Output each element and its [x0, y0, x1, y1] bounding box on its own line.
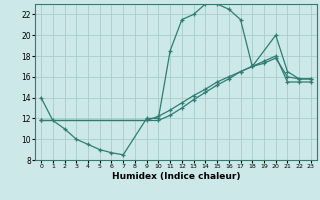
X-axis label: Humidex (Indice chaleur): Humidex (Indice chaleur) — [112, 172, 240, 181]
